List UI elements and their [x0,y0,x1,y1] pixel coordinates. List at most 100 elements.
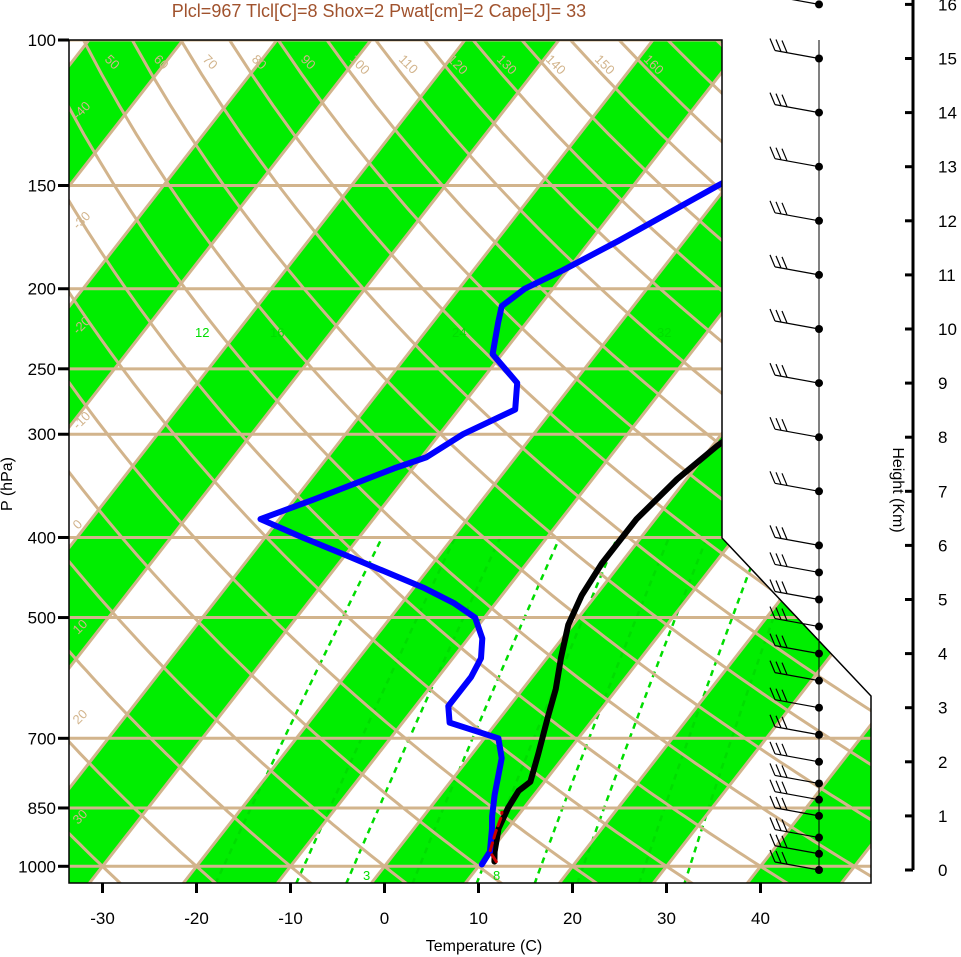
wind-barb-shaft [774,482,820,492]
wind-barb-flag [769,779,776,792]
isotherm-line [544,40,871,883]
wind-barb-flag [781,765,788,778]
height-tick-label: 3 [938,699,947,718]
wind-barb-shaft [774,212,820,222]
x-tick-label: 0 [380,909,389,928]
wind-barb-flag [775,742,782,756]
wind-barb-flag [775,255,782,269]
height-tick-label: 9 [938,374,947,393]
wind-barb-shaft [774,753,820,763]
y-tick-label: 850 [28,799,56,818]
wind-barb-flag [781,819,788,832]
x-tick-label: 10 [469,909,488,928]
wind-barb-flag [769,552,776,565]
height-tick-label: 6 [938,536,947,555]
wind-barb-flag [775,796,782,810]
x-tick-label: -30 [90,909,115,928]
dry-adiabat-label: 70 [200,52,221,73]
wind-barb-flag [781,797,788,811]
dry-adiabat-line [69,40,430,883]
temperature-line [491,71,871,865]
dry-adiabat-line [179,40,871,883]
wind-barb-shaft [774,828,820,839]
y-tick-label: 400 [28,528,56,547]
wind-barb-flag [769,660,776,673]
isotherm-line [356,40,871,883]
wind-barb-flag [781,554,788,567]
height-tick-label: 1 [938,807,947,826]
y-axis: 100 150 200 250 300 400 500 700 850 1000 [18,31,69,876]
dry-adiabat-line [69,40,816,883]
wind-barb-shaft [774,563,820,574]
temperature-band [545,40,871,883]
height-tick-label: 12 [938,212,957,231]
wind-barb-shaft [774,774,820,785]
wind-barb-flag [781,473,788,486]
dry-adiabat-line [374,40,871,883]
dewpoint-line [257,44,871,868]
wind-barb-flag [775,472,782,485]
x-tick-label: 20 [563,909,582,928]
isotherm-line [69,40,185,883]
wind-barb-flag [769,92,776,105]
isotherm-label: -30 [728,453,752,477]
isotherm-line [69,40,467,883]
wind-barb-shaft [774,699,820,709]
wind-barb-flag [775,580,782,593]
height-tick-label: 0 [938,861,947,880]
wind-barb-flag [781,418,788,432]
dry-adiabat-label: 150 [592,52,618,78]
height-tick-label: 8 [938,428,947,447]
temperature-band [733,40,871,883]
x-tick-label: 40 [751,909,770,928]
wind-barb-flag [775,715,782,728]
wind-barb-flag [769,362,776,376]
wind-barb-shaft [774,672,820,682]
wind-barb-flag [769,817,776,830]
temperature-band [69,40,559,883]
wind-barb-flag [781,202,788,216]
wind-barb-flag [781,662,788,675]
y-axis-label: P (hPa) [0,457,16,511]
mixing-ratio-line [575,537,709,883]
temperature-band [69,40,371,883]
mixing-ratio-line [214,536,384,883]
isotherm-line [74,40,749,883]
wind-barb-flag [781,743,788,757]
mixing-ratio-label: 32 [657,325,671,340]
mixing-ratio-line [637,537,764,883]
wind-barb-flag [781,781,788,794]
wind-barb-flag [781,527,788,540]
mixing-ratio-label: 24 [452,325,466,340]
wind-barb-flag [781,148,788,161]
wind-barb-shaft [774,861,820,871]
height-tick-label: 4 [938,645,947,664]
wind-barb-shaft [774,374,820,384]
temperature-band [69,40,747,883]
mixing-ratio-label: 3 [363,868,370,883]
wind-barb-flag [781,40,788,53]
dry-adiabat-line [69,40,527,883]
wind-barb-flag [775,688,782,701]
wind-barb-flag [769,763,776,776]
parcel-line [488,810,504,864]
wind-barb-flag [781,716,788,729]
isotherm-label: -10 [728,228,752,252]
height-tick-label: 14 [938,104,957,123]
height-tick-label: 11 [938,266,956,285]
wind-barb-flag [775,526,782,539]
x-tick-label: -10 [278,909,303,928]
wind-barb-flag [775,834,782,848]
mixing-ratio-line [294,536,457,883]
wind-barb-shaft [774,158,820,168]
wind-barb-shaft [774,617,820,628]
mixing-ratio-line [533,537,671,883]
wind-barb-flag [781,364,788,378]
wind-barb-flag [769,687,776,700]
mixing-ratio-lines [214,536,804,883]
isotherm-line [732,40,871,883]
wind-barb-flag [769,833,776,847]
wind-barb-flag [775,309,782,323]
